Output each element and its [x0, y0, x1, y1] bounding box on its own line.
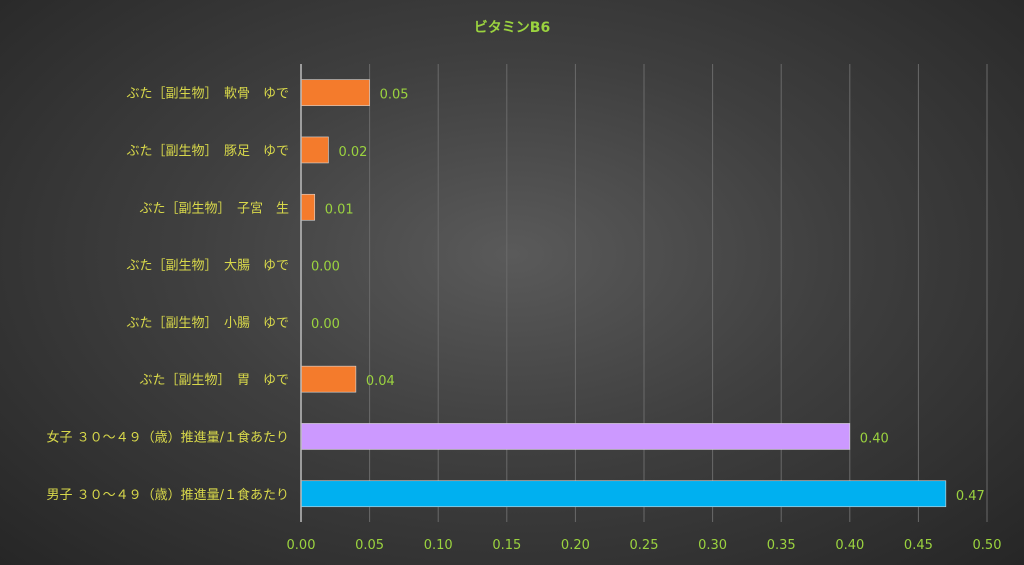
- bar: [300, 79, 370, 106]
- category-label: ぶた［副生物］ 豚足 ゆで: [126, 144, 289, 159]
- chart-title: ビタミンB6: [474, 20, 550, 36]
- data-label: 0.00: [311, 260, 340, 275]
- data-labels: 0.05 0.02 0.01 0.00 0.00 0.04 0.40 0.47: [311, 88, 985, 504]
- grid-lines: [369, 64, 988, 522]
- data-label: 0.01: [325, 202, 354, 217]
- bars: [300, 79, 947, 508]
- data-label: 0.40: [860, 431, 889, 446]
- bar: [300, 423, 851, 450]
- x-tick-labels: 0.00 0.05 0.10 0.15 0.20 0.25 0.30 0.35 0.40 0.45…: [287, 538, 1002, 553]
- x-tick-label: 0.35: [767, 538, 796, 553]
- category-label: ぶた［副生物］ 軟骨 ゆで: [126, 86, 289, 102]
- bar: [300, 365, 357, 393]
- x-tick-label: 0.20: [561, 538, 590, 553]
- data-label: 0.05: [380, 88, 409, 103]
- x-tick-label: 0.30: [698, 538, 727, 553]
- category-label: ぶた［副生物］ 大腸 ゆで: [126, 259, 289, 274]
- bar: [300, 480, 947, 508]
- x-tick-label: 0.40: [835, 538, 864, 553]
- x-tick-label: 0.50: [973, 538, 1002, 553]
- data-label: 0.04: [366, 374, 395, 389]
- data-label: 0.02: [338, 145, 367, 160]
- category-label: ぶた［副生物］ 子宮 生: [139, 200, 289, 216]
- x-tick-label: 0.45: [904, 538, 933, 553]
- x-tick-label: 0.00: [287, 538, 316, 553]
- x-tick-label: 0.10: [424, 538, 453, 553]
- x-tick-label: 0.25: [630, 538, 659, 553]
- data-label: 0.47: [956, 489, 985, 504]
- data-label: 0.00: [311, 317, 340, 332]
- category-label: 男子 ３０～４９（歳）推進量/１食あたり: [46, 487, 289, 503]
- category-label: ぶた［副生物］ 小腸 ゆで: [126, 316, 289, 331]
- x-tick-label: 0.05: [355, 538, 384, 553]
- category-label: 女子 ３０～４９（歳）推進量/１食あたり: [46, 429, 289, 445]
- bar: [300, 136, 329, 164]
- bar: [300, 193, 316, 221]
- x-tick-label: 0.15: [492, 538, 521, 553]
- category-label: ぶた［副生物］ 胃 ゆで: [139, 373, 289, 388]
